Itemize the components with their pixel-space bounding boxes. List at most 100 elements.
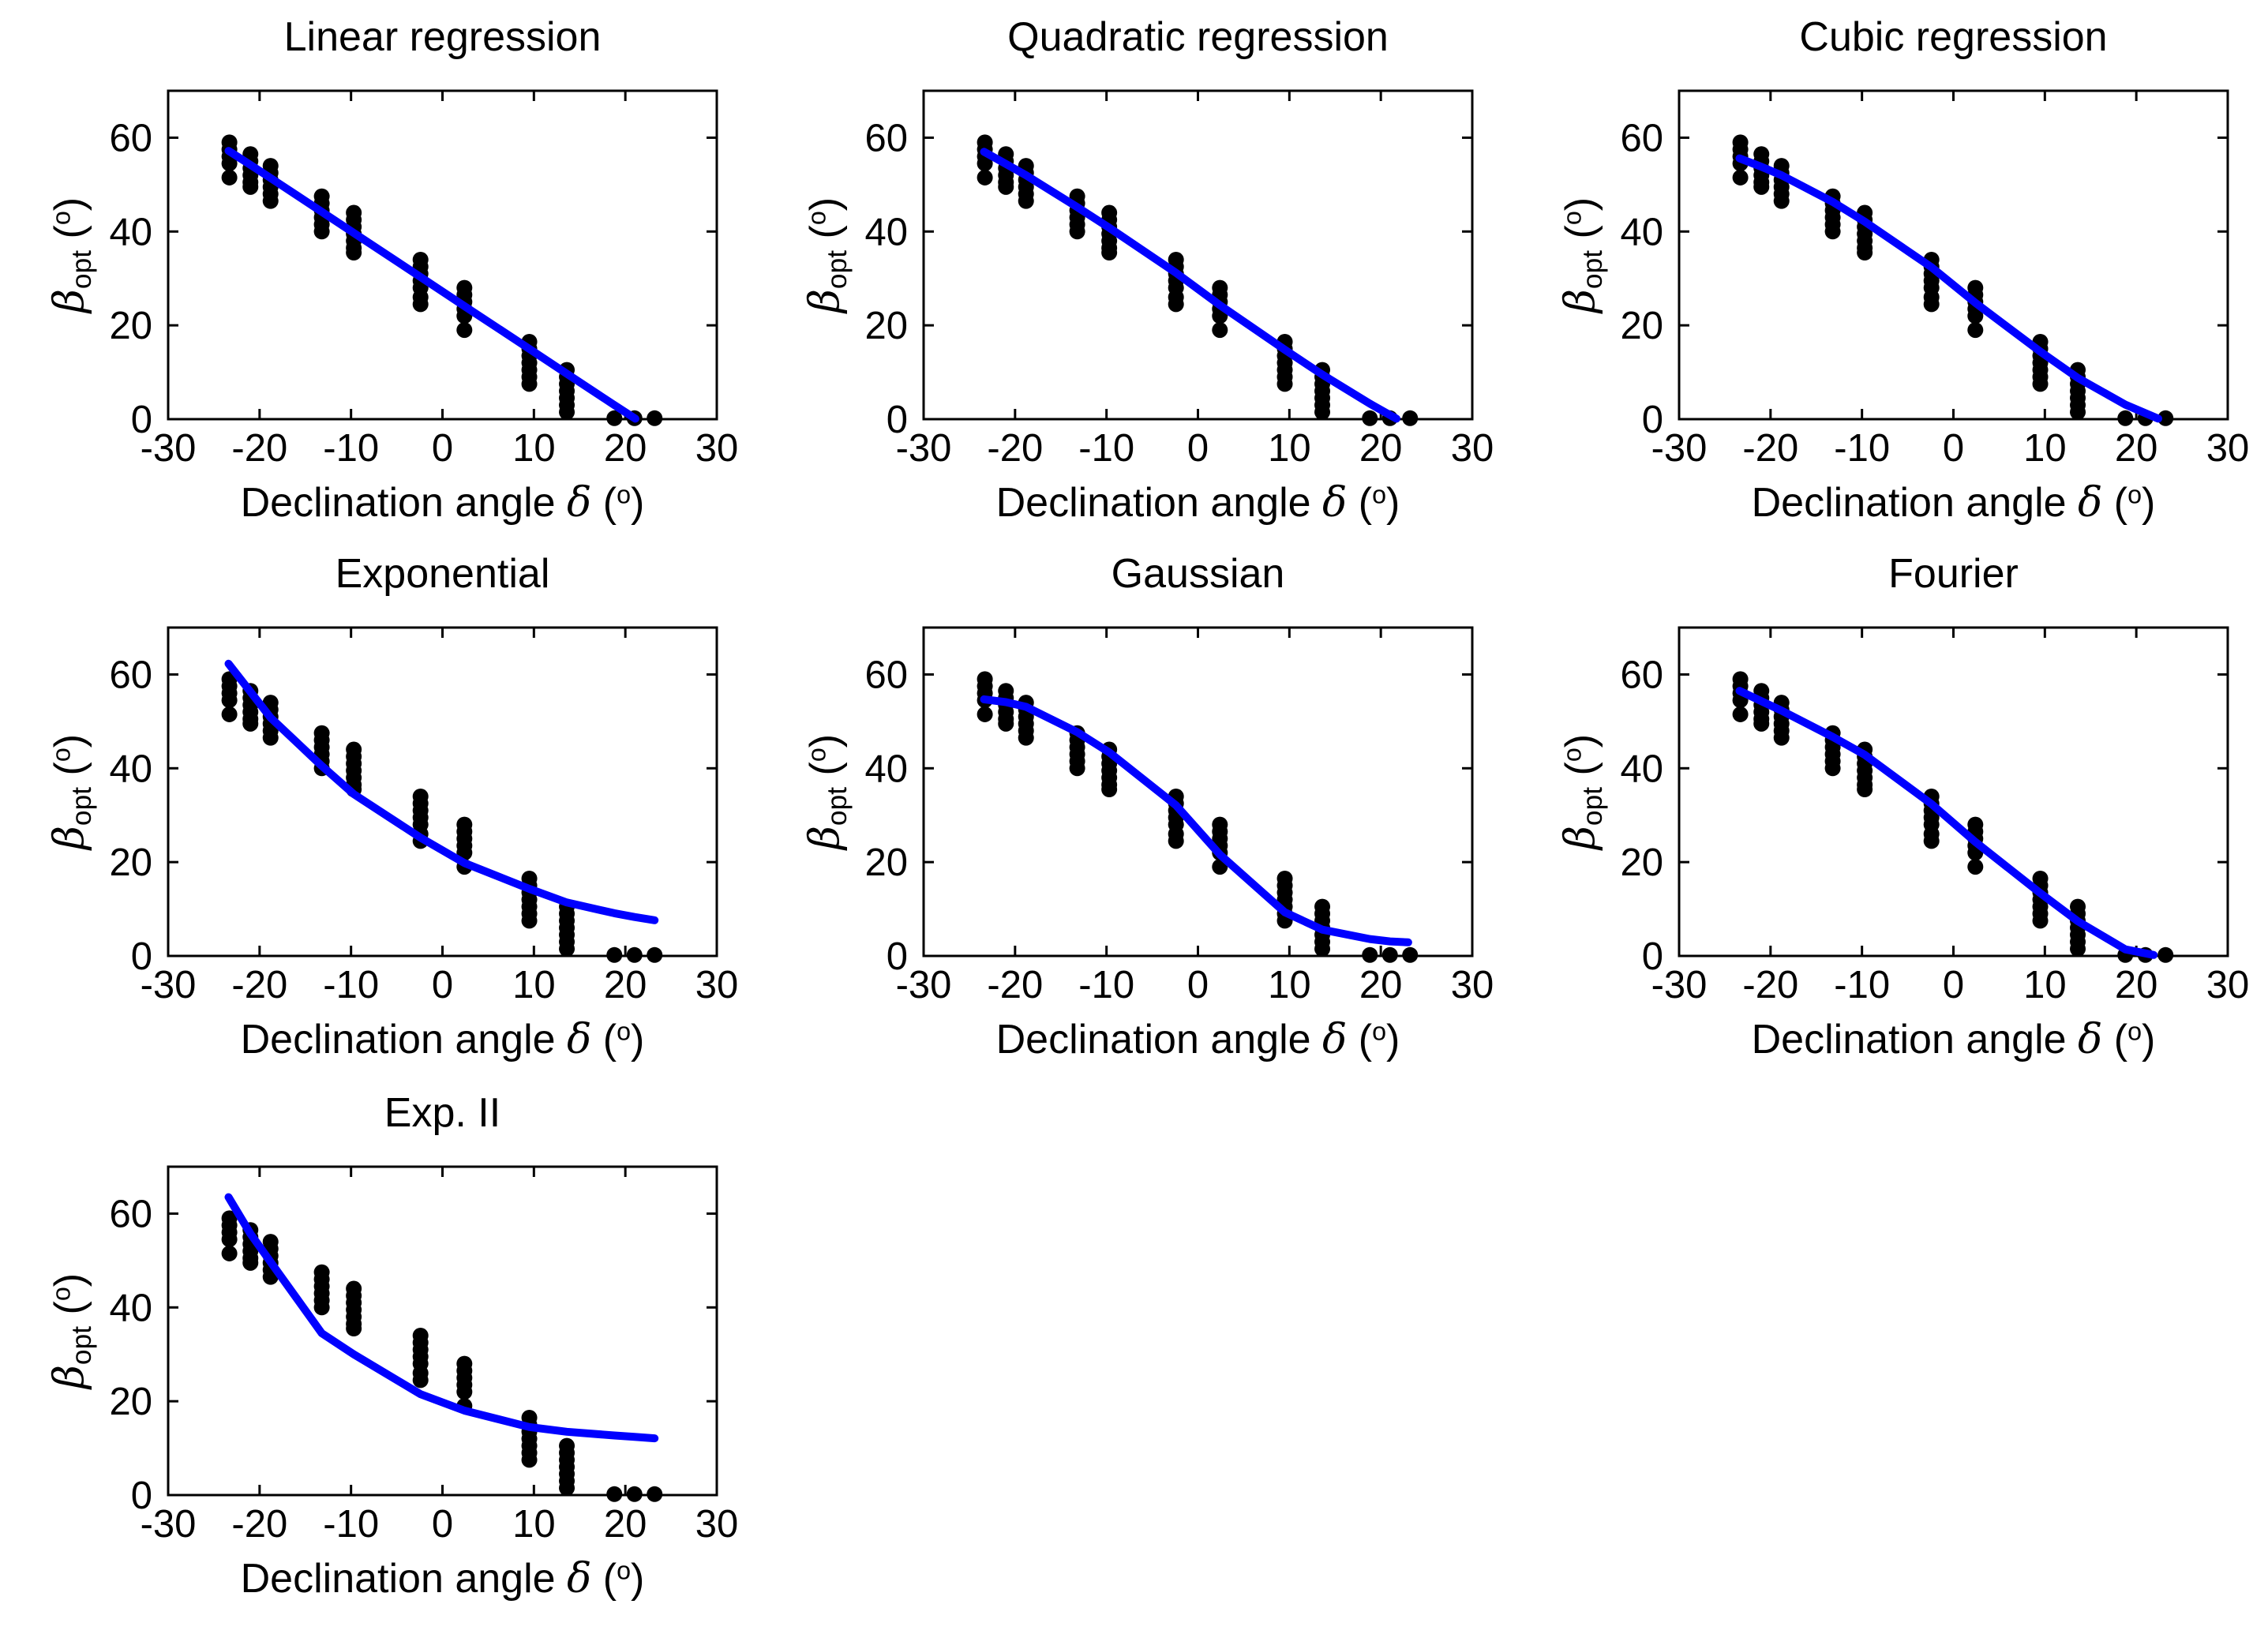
x-tick-label: 0 bbox=[1943, 427, 1964, 470]
data-point bbox=[2157, 410, 2174, 426]
data-point bbox=[221, 692, 238, 709]
subplot-exp-ii: Exp. II βopt (o) Declination angle δ (o)… bbox=[0, 1076, 755, 1634]
subplot-title: Exp. II bbox=[384, 1090, 501, 1136]
data-point bbox=[1857, 781, 1873, 798]
xlabel-text: Declination angle bbox=[1751, 1017, 2079, 1062]
data-point bbox=[221, 1231, 238, 1248]
fit-line bbox=[980, 695, 1412, 946]
x-tick-label: -30 bbox=[896, 964, 952, 1006]
data-point bbox=[1732, 706, 1749, 722]
data-point bbox=[1314, 941, 1331, 958]
data-point bbox=[221, 169, 238, 186]
delta-symbol: δ bbox=[1322, 479, 1348, 527]
y-tick-label: 0 bbox=[1642, 935, 1663, 978]
y-tick-label: 40 bbox=[1620, 211, 1663, 253]
fit-line bbox=[224, 147, 639, 423]
xlabel-unit-open: ( bbox=[1347, 1017, 1373, 1062]
data-point bbox=[559, 941, 575, 958]
data-point bbox=[1753, 715, 1770, 732]
x-tick-label: -30 bbox=[896, 427, 952, 470]
y-tick-label: 60 bbox=[109, 117, 152, 159]
x-tick-label: 20 bbox=[604, 427, 647, 470]
plot-box bbox=[167, 626, 718, 958]
x-tick-label: 0 bbox=[432, 1503, 453, 1546]
plot-area: -30 -20 -10 0 10 20 30 0 20 40 60 bbox=[864, 89, 1494, 470]
x-tick-label: -30 bbox=[141, 1503, 197, 1546]
plot-box bbox=[922, 89, 1474, 421]
subplot-title: Fourier bbox=[1888, 551, 2019, 597]
x-tick-label: -20 bbox=[1742, 964, 1798, 1006]
x-axis-label: Declination angle δ (o) bbox=[1600, 1015, 2268, 1064]
y-tick-label: 20 bbox=[109, 841, 152, 884]
x-tick-label: 20 bbox=[2115, 964, 2158, 1006]
x-tick-label: -10 bbox=[1078, 964, 1134, 1006]
data-point bbox=[977, 169, 993, 186]
y-tick-label: 60 bbox=[1620, 654, 1663, 696]
data-point bbox=[1967, 308, 1984, 324]
xlabel-text: Declination angle bbox=[240, 480, 568, 526]
fit-line bbox=[224, 659, 659, 924]
degree-superscript: o bbox=[2127, 1017, 2142, 1046]
plot-area: -30 -20 -10 0 10 20 30 0 20 40 60 bbox=[1620, 626, 2249, 1006]
x-tick-label: 10 bbox=[2023, 964, 2067, 1006]
data-point bbox=[647, 946, 663, 963]
plot-area: -30 -20 -10 0 10 20 30 0 20 40 60 bbox=[1620, 89, 2249, 470]
x-tick-label: 20 bbox=[604, 1503, 647, 1546]
data-point bbox=[346, 245, 362, 261]
x-tick-label: -10 bbox=[1078, 427, 1134, 470]
data-point bbox=[1018, 729, 1034, 746]
data-point bbox=[2117, 410, 2134, 426]
data-point bbox=[1967, 859, 1984, 875]
subplot-title: Cubic regression bbox=[1799, 14, 2108, 60]
data-point bbox=[1857, 245, 1873, 261]
y-tick-label: 60 bbox=[864, 654, 908, 696]
x-tick-label: -10 bbox=[323, 964, 379, 1006]
data-point bbox=[521, 376, 538, 392]
subplot-title: Linear regression bbox=[283, 14, 602, 60]
x-tick-label: -10 bbox=[323, 427, 379, 470]
xlabel-unit-open: ( bbox=[591, 480, 617, 526]
xlabel-unit-close: ) bbox=[2142, 1017, 2156, 1062]
y-tick-label: 40 bbox=[109, 211, 152, 253]
data-point bbox=[2070, 404, 2086, 421]
x-tick-label: 10 bbox=[512, 964, 556, 1006]
data-point bbox=[626, 1486, 643, 1502]
data-point bbox=[1069, 760, 1085, 777]
y-tick-label: 20 bbox=[109, 305, 152, 347]
data-point bbox=[2032, 376, 2049, 392]
data-point bbox=[998, 178, 1014, 195]
x-tick-label: 30 bbox=[695, 427, 739, 470]
degree-superscript: o bbox=[1372, 480, 1387, 509]
degree-superscript: o bbox=[1372, 1017, 1387, 1046]
data-point bbox=[1967, 322, 1984, 339]
data-point bbox=[2070, 941, 2086, 958]
data-point bbox=[313, 223, 330, 240]
data-point bbox=[1362, 410, 1378, 426]
subplot-gaussian: Gaussian βopt (o) Declination angle δ (o… bbox=[755, 537, 1511, 1081]
x-tick-label: 20 bbox=[2115, 427, 2158, 470]
y-tick-label: 40 bbox=[864, 748, 908, 790]
data-point bbox=[606, 946, 623, 963]
data-point bbox=[521, 913, 538, 929]
degree-superscript: o bbox=[617, 480, 632, 509]
data-point bbox=[647, 1486, 663, 1502]
data-point bbox=[313, 1299, 330, 1316]
y-tick-label: 20 bbox=[864, 841, 908, 884]
xlabel-unit-close: ) bbox=[631, 1017, 645, 1062]
delta-symbol: δ bbox=[567, 1555, 592, 1602]
y-tick-label: 20 bbox=[1620, 841, 1663, 884]
x-axis-label: Declination angle δ (o) bbox=[89, 1015, 796, 1064]
xlabel-text: Declination angle bbox=[1751, 480, 2079, 526]
x-tick-label: -30 bbox=[141, 964, 197, 1006]
degree-superscript: o bbox=[2127, 480, 2142, 509]
fit-line bbox=[980, 148, 1400, 423]
y-tick-label: 40 bbox=[864, 211, 908, 253]
data-point bbox=[1069, 223, 1085, 240]
subplot-cubic-regression: Cubic regression βopt (o) Declination an… bbox=[1511, 0, 2266, 545]
degree-superscript: o bbox=[617, 1017, 632, 1046]
data-point bbox=[1773, 193, 1790, 209]
xlabel-unit-open: ( bbox=[591, 1017, 617, 1062]
xlabel-unit-close: ) bbox=[631, 480, 645, 526]
y-tick-label: 60 bbox=[109, 1193, 152, 1235]
data-point bbox=[1923, 296, 1940, 313]
